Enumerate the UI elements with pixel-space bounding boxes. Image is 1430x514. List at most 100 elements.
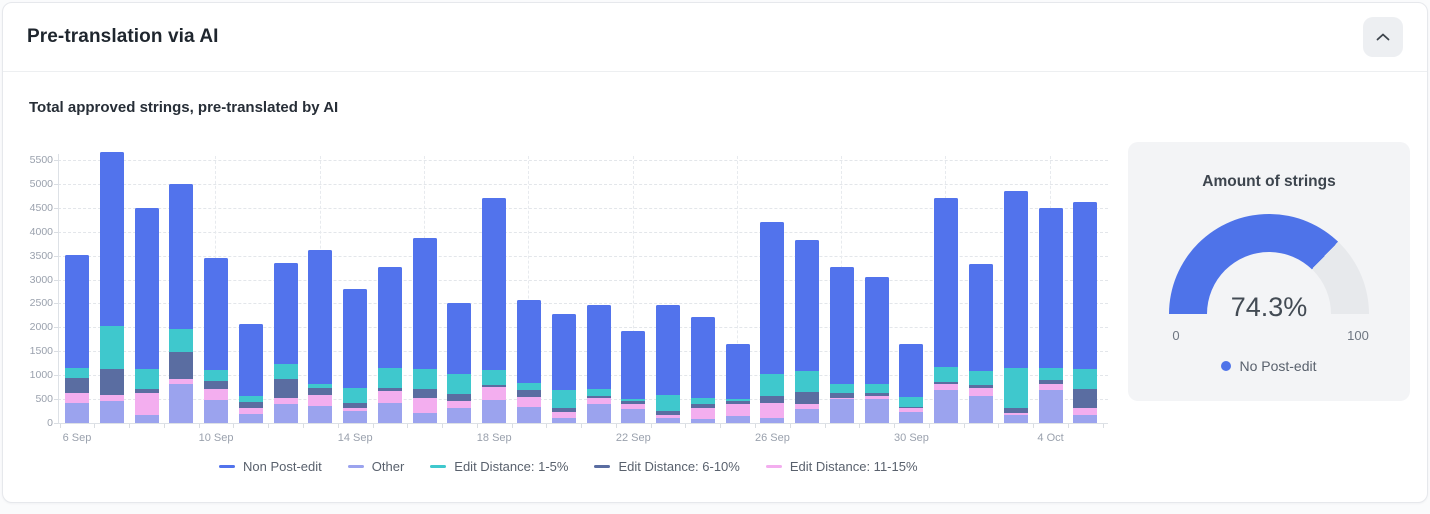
- panel-header: Pre-translation via AI: [3, 3, 1427, 72]
- bar-6-sep[interactable]: [65, 254, 89, 423]
- gridline: [58, 207, 1108, 209]
- gauge-legend-item[interactable]: No Post-edit: [1128, 358, 1410, 374]
- bar-segment: [204, 370, 229, 382]
- x-axis-tick: [59, 424, 61, 428]
- gauge-legend-label: No Post-edit: [1239, 358, 1317, 374]
- bar-segment: [969, 370, 994, 386]
- bar-segment: [482, 198, 507, 371]
- bar-segment: [273, 404, 298, 423]
- bar-segment: [1073, 414, 1098, 423]
- bar-18-sep[interactable]: [482, 198, 507, 423]
- bar-segment: [969, 395, 994, 423]
- bar-segment: [829, 397, 854, 400]
- bar-segment: [899, 397, 924, 407]
- bar-13-sep[interactable]: [308, 250, 333, 423]
- bar-19-sep[interactable]: [517, 300, 541, 423]
- bar-segment: [238, 407, 263, 415]
- bar-segment: [795, 370, 820, 393]
- y-axis-tick: [54, 279, 58, 281]
- bar-segment: [377, 403, 402, 423]
- bar-segment: [969, 387, 994, 396]
- bar-segment: [273, 363, 298, 379]
- bar-10-sep[interactable]: [204, 258, 229, 423]
- bar-4-oct[interactable]: [1038, 207, 1063, 423]
- bar-segment: [517, 300, 541, 384]
- bar-16-sep[interactable]: [412, 238, 437, 423]
- bar-1-oct[interactable]: [934, 198, 959, 423]
- bar-segment: [1038, 380, 1063, 384]
- bar-segment: [308, 387, 333, 396]
- gridline: [58, 183, 1108, 185]
- bar-22-sep[interactable]: [621, 330, 646, 423]
- bar-segment: [447, 407, 472, 423]
- bar-segment: [134, 208, 159, 370]
- bar-9-sep[interactable]: [169, 183, 194, 423]
- bar-21-sep[interactable]: [586, 305, 611, 423]
- bar-segment: [517, 383, 541, 390]
- panel-title: Pre-translation via AI: [27, 26, 219, 47]
- bar-segment: [1003, 191, 1028, 368]
- x-axis-tick: [233, 424, 235, 428]
- bar-segment: [864, 384, 889, 393]
- legend-dash-icon: [219, 464, 235, 469]
- legend-item-non-post-edit[interactable]: Non Post-edit: [219, 459, 322, 474]
- bar-segment: [1073, 369, 1098, 390]
- gridline: [632, 156, 634, 423]
- x-axis-tick: [1033, 424, 1035, 428]
- bar-17-sep[interactable]: [447, 302, 472, 423]
- bar-8-sep[interactable]: [134, 208, 159, 423]
- x-axis-tick: [789, 424, 791, 428]
- bar-segment: [377, 368, 402, 388]
- gridline: [58, 399, 1108, 401]
- bar-23-sep[interactable]: [656, 305, 681, 423]
- x-axis-tick: [824, 424, 826, 428]
- bar-segment: [969, 385, 994, 388]
- legend-item-edit-distance-11-15-[interactable]: Edit Distance: 11-15%: [765, 459, 918, 474]
- bar-segment: [65, 393, 89, 403]
- bar-segment: [343, 387, 368, 403]
- bar-14-sep[interactable]: [343, 288, 368, 423]
- bar-segment: [934, 389, 959, 423]
- bar-15-sep[interactable]: [377, 267, 402, 423]
- collapse-button[interactable]: [1363, 17, 1403, 57]
- x-axis-tick: [442, 424, 444, 428]
- x-axis-tick: [163, 424, 165, 428]
- legend-item-edit-distance-1-5-[interactable]: Edit Distance: 1-5%: [430, 459, 568, 474]
- bar-2-oct[interactable]: [969, 263, 994, 423]
- bar-segment: [238, 395, 263, 402]
- bar-12-sep[interactable]: [273, 262, 298, 423]
- bar-segment: [447, 374, 472, 395]
- legend-item-edit-distance-6-10-[interactable]: Edit Distance: 6-10%: [594, 459, 740, 474]
- x-axis-line: [58, 423, 1108, 424]
- bar-segment: [169, 329, 194, 352]
- y-axis-tick: [54, 207, 58, 209]
- bar-27-sep[interactable]: [795, 239, 820, 423]
- x-axis-tick: [129, 424, 131, 428]
- gauge-card: Amount of strings 74.3% 0 100 No Post-ed…: [1128, 142, 1410, 401]
- bar-segment: [934, 198, 959, 368]
- bar-segment: [308, 395, 333, 406]
- bar-11-sep[interactable]: [238, 323, 263, 423]
- bar-segment: [377, 391, 402, 404]
- bar-segment: [690, 404, 715, 408]
- gridline: [58, 160, 1108, 161]
- legend-item-other[interactable]: Other: [347, 459, 404, 474]
- x-axis-tick: [720, 424, 722, 428]
- bar-20-sep[interactable]: [551, 313, 576, 423]
- y-axis-label: 2500: [29, 297, 53, 310]
- bar-segment: [1003, 414, 1028, 423]
- bar-7-sep[interactable]: [99, 151, 124, 423]
- bar-3-oct[interactable]: [1003, 191, 1028, 423]
- bar-segment: [864, 392, 889, 396]
- bar-25-sep[interactable]: [725, 343, 750, 423]
- bar-30-sep[interactable]: [899, 343, 924, 423]
- bar-29-sep[interactable]: [864, 277, 889, 423]
- y-axis-tick: [54, 423, 58, 424]
- x-axis-tick: [407, 424, 409, 428]
- bar-segment: [725, 343, 750, 400]
- bar-28-sep[interactable]: [829, 267, 854, 423]
- bar-26-sep[interactable]: [760, 221, 785, 423]
- bar-5-oct[interactable]: [1073, 202, 1098, 423]
- bar-24-sep[interactable]: [690, 316, 715, 423]
- bar-segment: [829, 384, 854, 394]
